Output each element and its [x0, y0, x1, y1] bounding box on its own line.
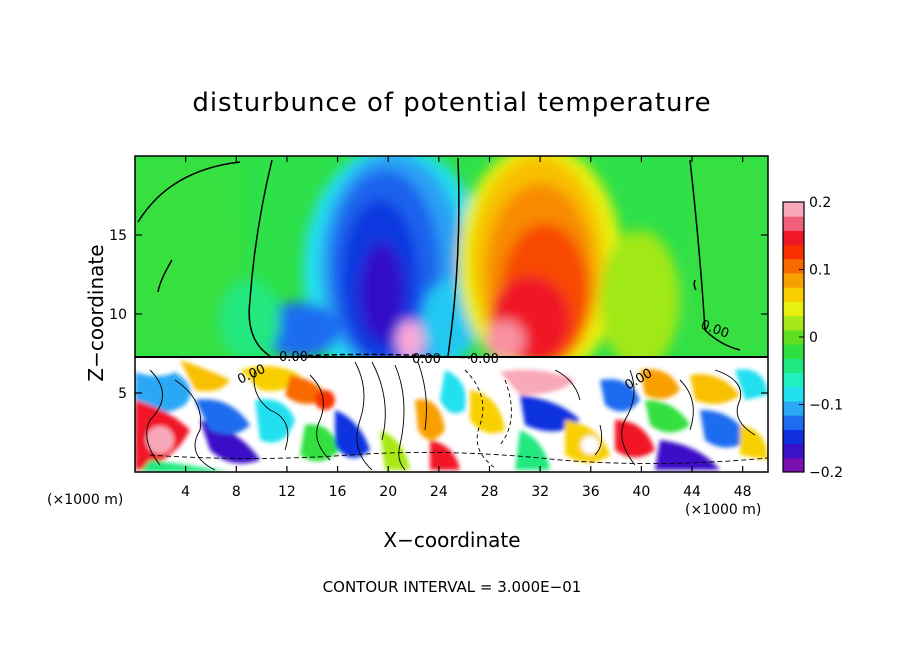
contour-lines	[135, 157, 768, 359]
contour-line	[299, 353, 471, 359]
colorbar-swatch	[783, 202, 804, 217]
contour-line	[464, 369, 496, 469]
colorbar-swatch	[783, 457, 804, 473]
colorbar-tick-label: −0.2	[809, 465, 843, 481]
colorbar-tick-label: 0.1	[809, 263, 831, 279]
contour-line	[499, 379, 512, 446]
x-axis: 4 8 12 16 20 24 28 32 36 40 44 48	[181, 156, 752, 500]
contour-line	[621, 369, 636, 466]
upper-layer-field	[135, 156, 768, 395]
colorbar-swatch	[783, 415, 804, 430]
colorbar-swatch	[783, 301, 804, 317]
x-tick-label: 24	[430, 484, 448, 500]
contour-line	[253, 369, 289, 451]
x-tick-label: 48	[734, 484, 752, 500]
contour-label: 0.00	[412, 352, 441, 367]
colorbar-swatch	[783, 244, 804, 260]
colorbar-swatch	[783, 429, 804, 445]
contour-line	[309, 374, 331, 461]
x-tick-label: 44	[683, 484, 701, 500]
x-unit-note-right: (×1000 m)	[685, 502, 762, 518]
colorbar-swatch	[783, 230, 804, 246]
colorbar-swatch	[783, 344, 804, 359]
lower-contour-lines	[146, 361, 768, 471]
colorbar: 0.2 0.1 0 −0.1 −0.2	[782, 195, 843, 481]
contour-line	[417, 361, 427, 431]
x-tick-label: 28	[481, 484, 499, 500]
contour-line	[248, 159, 273, 357]
contour-line	[146, 369, 163, 466]
colorbar-tick-label: 0	[809, 330, 818, 346]
contour-line	[149, 451, 768, 464]
colorbar-swatch	[783, 443, 804, 459]
colorbar-tick-label: −0.1	[809, 398, 843, 414]
colorbar-tick-label: 0.2	[809, 195, 831, 211]
x-axis-title: X−coordinate	[383, 528, 521, 552]
x-tick-label: 8	[232, 484, 241, 500]
x-unit-note: (×1000 m)	[47, 492, 124, 508]
contour-line	[689, 159, 741, 351]
contour-interval-note: CONTOUR INTERVAL = 3.000E−01	[322, 578, 582, 596]
colorbar-swatch	[783, 273, 804, 288]
colorbar-swatch	[783, 287, 804, 302]
x-tick-label: 20	[379, 484, 397, 500]
colorbar-swatch	[783, 400, 804, 416]
contour-line	[371, 361, 386, 441]
contour-line	[594, 424, 603, 456]
contour-labels: 0.00 0.00 0.00 0.00 0.00 0.00	[235, 318, 731, 394]
contour-line	[693, 279, 697, 291]
colorbar-swatch	[783, 358, 804, 374]
contour-label: 0.00	[470, 352, 499, 367]
lower-layer-field	[135, 358, 768, 472]
contour-line	[157, 259, 173, 293]
colorbar-swatch	[783, 258, 804, 274]
contour-line	[174, 379, 216, 471]
colorbar-swatch	[783, 329, 804, 345]
y-tick-label: 15	[109, 228, 127, 244]
contour-line	[447, 157, 460, 357]
colorbar-swatch	[783, 315, 804, 331]
contour-label: 0.00	[279, 350, 308, 365]
chart-title: disturbunce of potential temperature	[192, 88, 712, 118]
y-tick-label: 10	[109, 307, 127, 323]
x-tick-label: 32	[531, 484, 549, 500]
x-tick-label: 12	[278, 484, 296, 500]
contour-line	[554, 369, 581, 401]
y-axis: 5 10 15	[109, 228, 768, 402]
contour-line	[137, 161, 241, 223]
colorbar-swatch	[783, 216, 804, 231]
contour-line	[714, 369, 756, 436]
x-tick-label: 40	[632, 484, 650, 500]
contour-line	[394, 364, 406, 471]
x-tick-label: 4	[181, 484, 190, 500]
y-axis-title: Z−coordinate	[84, 244, 108, 382]
colorbar-swatch	[783, 386, 804, 402]
contour-line	[679, 379, 694, 431]
x-tick-label: 36	[582, 484, 600, 500]
colorbar-swatch	[783, 372, 804, 388]
contour-line	[354, 361, 373, 471]
y-tick-label: 5	[118, 386, 127, 402]
x-tick-label: 16	[329, 484, 347, 500]
